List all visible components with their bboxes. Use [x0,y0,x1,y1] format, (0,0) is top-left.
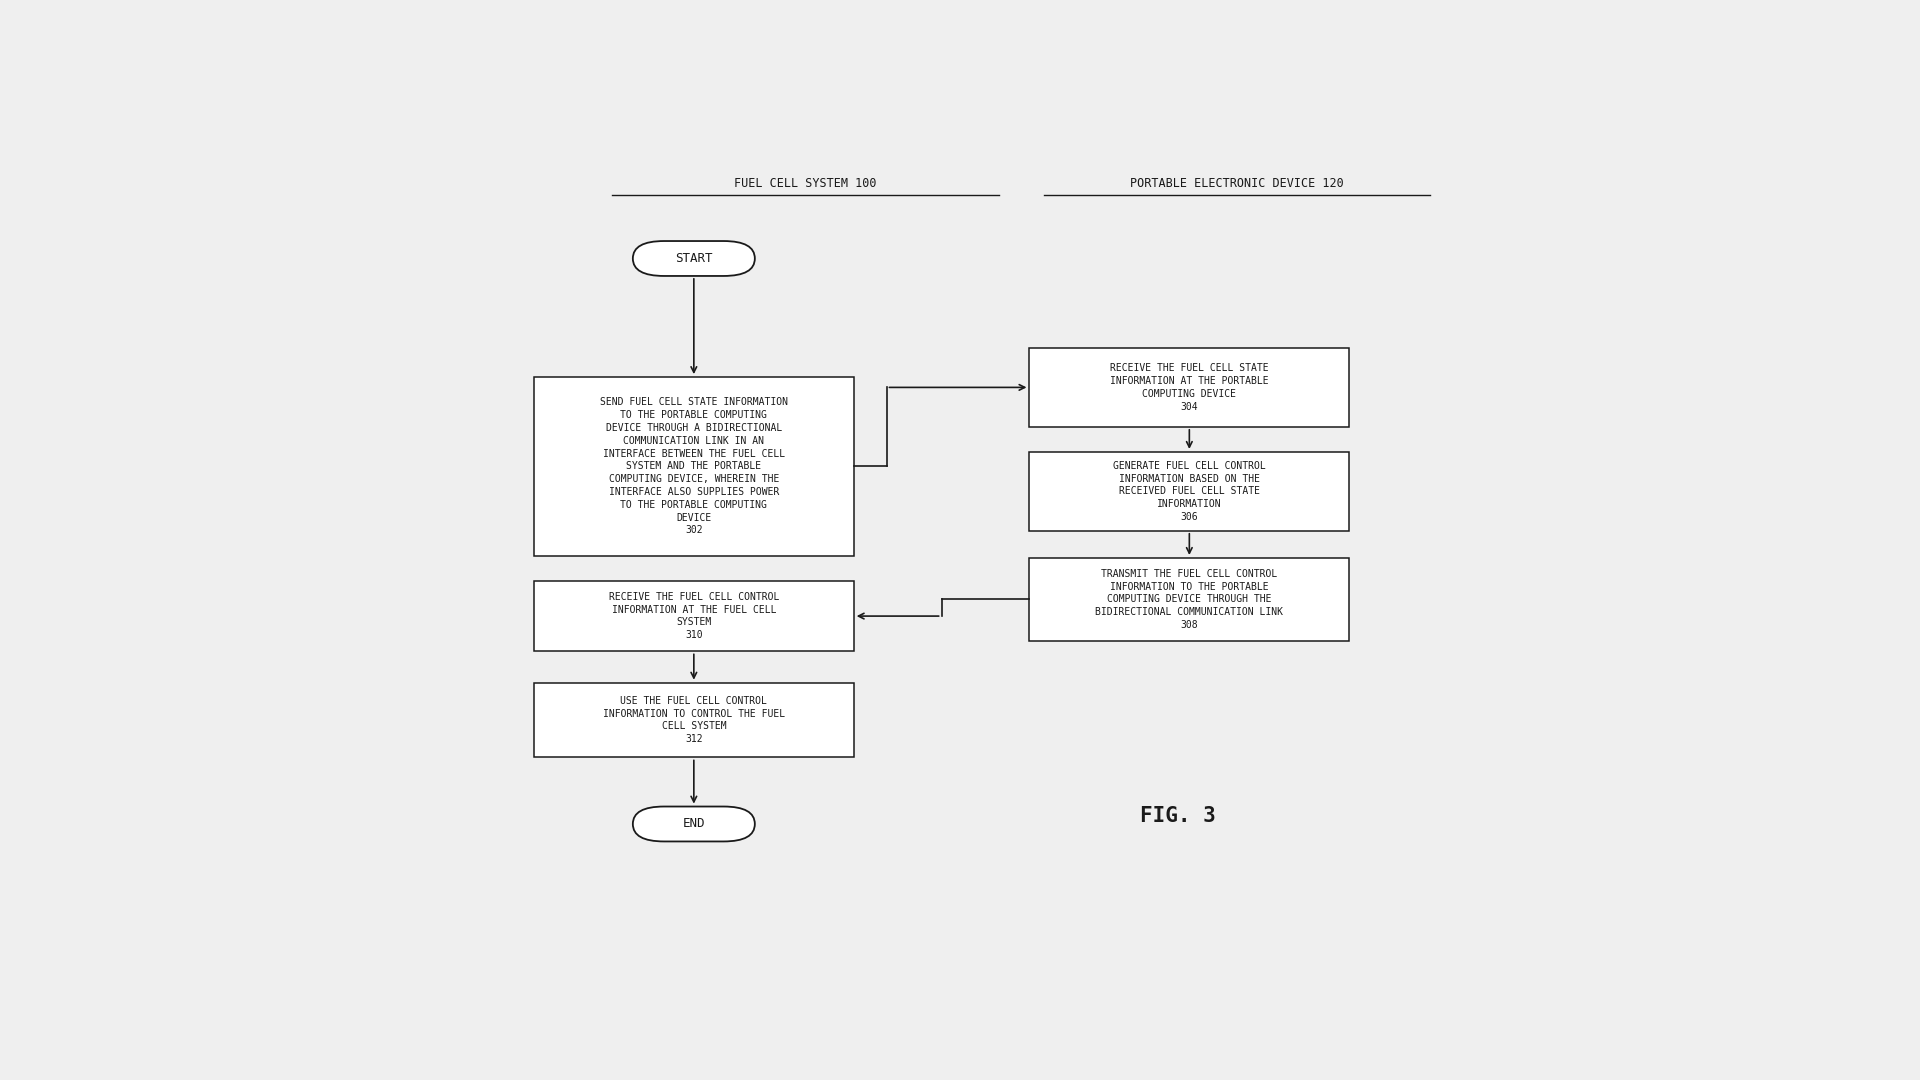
Text: TRANSMIT THE FUEL CELL CONTROL
INFORMATION TO THE PORTABLE
COMPUTING DEVICE THRO: TRANSMIT THE FUEL CELL CONTROL INFORMATI… [1094,569,1283,630]
FancyBboxPatch shape [1029,451,1350,531]
Text: USE THE FUEL CELL CONTROL
INFORMATION TO CONTROL THE FUEL
CELL SYSTEM
312: USE THE FUEL CELL CONTROL INFORMATION TO… [603,696,785,744]
FancyBboxPatch shape [1029,348,1350,427]
FancyBboxPatch shape [634,241,755,276]
Text: RECEIVE THE FUEL CELL STATE
INFORMATION AT THE PORTABLE
COMPUTING DEVICE
304: RECEIVE THE FUEL CELL STATE INFORMATION … [1110,363,1269,411]
Text: GENERATE FUEL CELL CONTROL
INFORMATION BASED ON THE
RECEIVED FUEL CELL STATE
INF: GENERATE FUEL CELL CONTROL INFORMATION B… [1114,461,1265,522]
FancyBboxPatch shape [534,683,854,757]
Text: SEND FUEL CELL STATE INFORMATION
TO THE PORTABLE COMPUTING
DEVICE THROUGH A BIDI: SEND FUEL CELL STATE INFORMATION TO THE … [599,397,787,536]
Text: END: END [684,818,705,831]
Text: START: START [676,252,712,265]
Text: PORTABLE ELECTRONIC DEVICE 120: PORTABLE ELECTRONIC DEVICE 120 [1131,177,1344,190]
FancyBboxPatch shape [534,377,854,556]
FancyBboxPatch shape [634,807,755,841]
FancyBboxPatch shape [1029,558,1350,642]
Text: RECEIVE THE FUEL CELL CONTROL
INFORMATION AT THE FUEL CELL
SYSTEM
310: RECEIVE THE FUEL CELL CONTROL INFORMATIO… [609,592,780,640]
Text: FIG. 3: FIG. 3 [1140,806,1215,826]
Text: FUEL CELL SYSTEM 100: FUEL CELL SYSTEM 100 [733,177,877,190]
FancyBboxPatch shape [534,581,854,651]
